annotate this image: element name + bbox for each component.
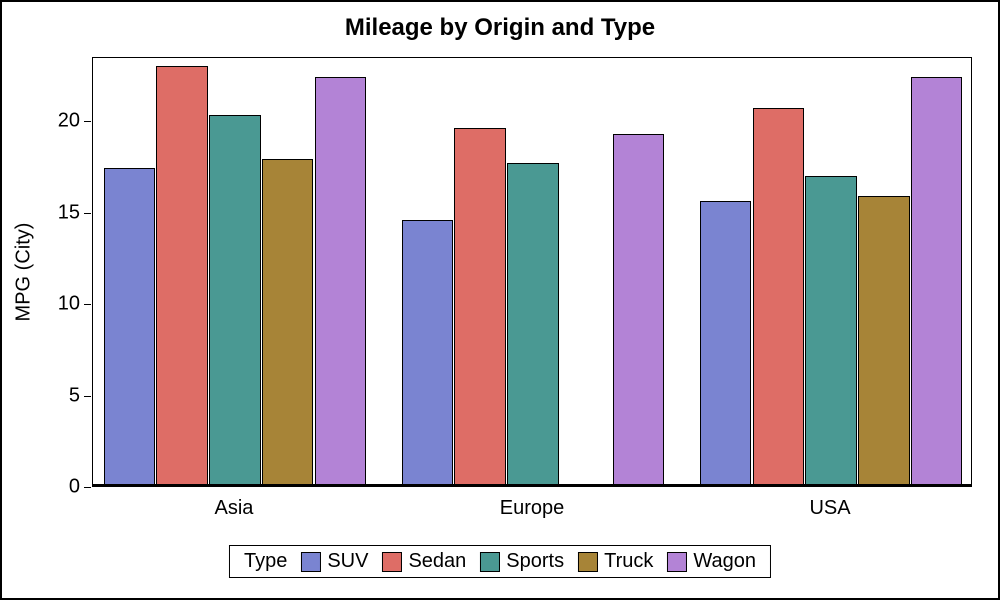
y-tick-label: 10 [58,293,80,316]
bar [507,163,558,485]
legend-label: Sports [506,550,564,573]
y-tick [84,121,91,122]
bar [156,66,207,485]
legend-title: Type [244,550,287,573]
bar [262,159,313,485]
y-tick [84,396,91,397]
legend-item: Sports [480,550,564,573]
legend-label: SUV [327,550,368,573]
legend-item: Sedan [382,550,466,573]
legend-item: SUV [301,550,368,573]
y-tick-label: 20 [58,110,80,133]
legend-swatch [667,552,687,572]
bar [454,128,505,485]
y-tick-label: 5 [69,384,80,407]
bar [315,77,366,485]
legend-label: Wagon [693,550,756,573]
bar [753,108,804,485]
chart-title: Mileage by Origin and Type [2,14,998,42]
bar [613,134,664,485]
y-tick-label: 15 [58,201,80,224]
x-tick-label: Asia [214,497,253,520]
legend-swatch [301,552,321,572]
plot-area [92,57,972,487]
bar [209,115,260,485]
y-tick [84,487,91,488]
legend-item: Truck [578,550,653,573]
legend-item: Wagon [667,550,756,573]
legend: Type SUV Sedan Sports Truck Wagon [229,545,771,578]
bar [104,168,155,485]
legend-swatch [480,552,500,572]
bar [858,196,909,485]
y-tick-label: 0 [69,476,80,499]
legend-label: Truck [604,550,653,573]
y-tick [84,304,91,305]
bar [911,77,962,485]
y-tick [84,213,91,214]
plot-area-wrap: MPG (City) 05101520AsiaEuropeUSA [92,57,972,487]
y-axis-label: MPG (City) [13,223,36,322]
chart-frame: Mileage by Origin and Type MPG (City) 05… [0,0,1000,600]
legend-swatch [578,552,598,572]
bar [402,220,453,485]
bar [805,176,856,485]
legend-swatch [382,552,402,572]
x-tick-label: USA [809,497,850,520]
legend-label: Sedan [408,550,466,573]
bar [700,201,751,485]
x-tick-label: Europe [500,497,565,520]
